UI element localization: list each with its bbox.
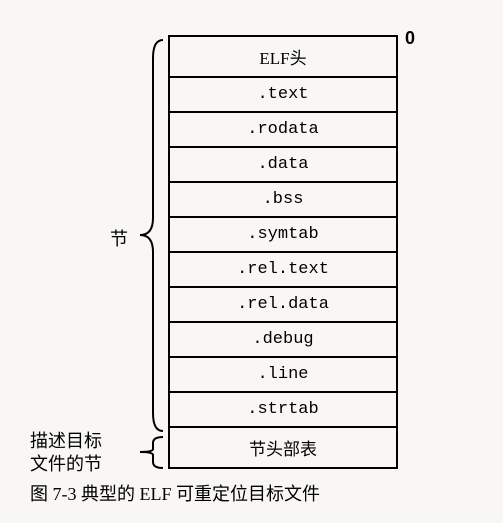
section-strtab: .strtab xyxy=(170,393,396,428)
section-header-table: 节头部表 xyxy=(170,428,396,467)
label-footer-line1: 描述目标 xyxy=(30,431,102,451)
zero-marker: 0 xyxy=(405,28,415,49)
label-footer: 描述目标 文件的节 xyxy=(30,430,102,477)
elf-table: ELF头 .text .rodata .data .bss .symtab .r… xyxy=(168,35,398,469)
section-data: .data xyxy=(170,148,396,183)
brace-sections-icon xyxy=(135,38,165,433)
section-elf-header: ELF头 xyxy=(170,37,396,78)
section-bss: .bss xyxy=(170,183,396,218)
section-symtab: .symtab xyxy=(170,218,396,253)
section-text: .text xyxy=(170,78,396,113)
section-debug: .debug xyxy=(170,323,396,358)
section-rodata: .rodata xyxy=(170,113,396,148)
brace-footer-icon xyxy=(135,435,165,470)
section-rel-text: .rel.text xyxy=(170,253,396,288)
label-footer-line2: 文件的节 xyxy=(30,454,102,474)
figure-caption: 图 7-3 典型的 ELF 可重定位目标文件 xyxy=(30,480,320,506)
section-rel-data: .rel.data xyxy=(170,288,396,323)
label-sections: 节 xyxy=(110,225,128,251)
section-line: .line xyxy=(170,358,396,393)
